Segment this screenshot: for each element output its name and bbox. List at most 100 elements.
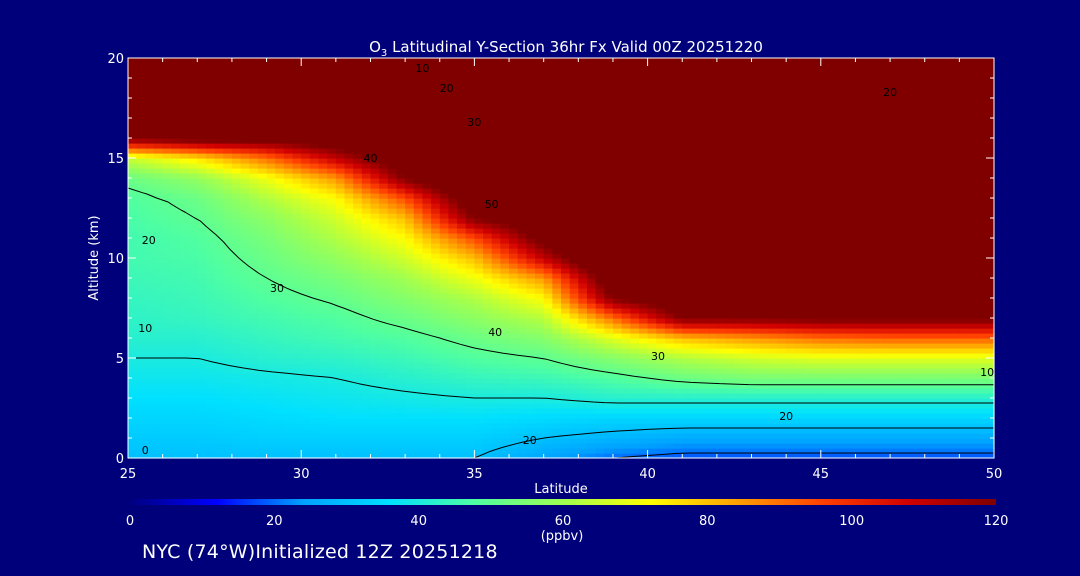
field-cell	[699, 303, 709, 309]
field-cell	[318, 438, 328, 444]
field-cell	[864, 423, 874, 429]
field-cell	[422, 313, 432, 319]
field-cell	[812, 253, 822, 259]
field-cell	[422, 308, 432, 314]
field-cell	[838, 298, 848, 304]
field-cell	[370, 258, 380, 264]
field-cell	[448, 418, 458, 424]
field-cell	[500, 443, 510, 449]
field-cell	[179, 318, 190, 324]
field-cell	[829, 258, 839, 264]
field-cell	[370, 278, 380, 284]
field-cell	[725, 363, 735, 369]
field-cell	[699, 433, 709, 439]
field-cell	[552, 428, 562, 434]
field-cell	[474, 233, 484, 239]
field-cell	[924, 323, 934, 329]
field-cell	[266, 388, 276, 394]
field-cell	[829, 268, 839, 274]
field-cell	[742, 383, 753, 389]
field-cell	[794, 368, 805, 374]
field-cell	[638, 333, 649, 339]
field-cell	[327, 368, 337, 374]
field-cell	[543, 333, 553, 339]
field-cell	[145, 218, 155, 224]
field-cell	[864, 408, 874, 414]
field-cell	[933, 343, 943, 349]
field-cell	[647, 418, 657, 424]
field-cell	[742, 418, 753, 424]
field-cell	[405, 408, 415, 414]
field-cell	[344, 268, 354, 274]
field-cell	[509, 388, 519, 394]
field-cell	[673, 438, 683, 444]
field-cell	[552, 368, 562, 374]
field-cell	[535, 273, 545, 279]
field-cell	[500, 403, 510, 409]
field-cell	[413, 233, 424, 239]
field-cell	[379, 328, 389, 334]
field-cell	[335, 358, 346, 364]
field-cell	[153, 263, 164, 269]
field-cell	[422, 443, 432, 449]
field-cell	[881, 223, 891, 229]
field-cell	[275, 433, 285, 439]
field-cell	[846, 368, 857, 374]
field-cell	[907, 303, 917, 309]
field-cell	[197, 223, 207, 229]
field-cell	[361, 408, 372, 414]
field-cell	[898, 408, 908, 414]
field-cell	[751, 333, 761, 339]
field-cell	[396, 368, 406, 374]
field-cell	[205, 408, 216, 414]
field-cell	[500, 343, 510, 349]
field-cell	[803, 428, 813, 434]
field-cell	[595, 248, 605, 254]
field-cell	[327, 353, 337, 359]
field-cell	[223, 403, 233, 409]
field-cell	[872, 368, 883, 374]
field-cell	[699, 338, 709, 344]
field-cell	[387, 358, 398, 364]
field-cell	[535, 268, 545, 274]
field-cell	[179, 328, 190, 334]
field-cell	[621, 443, 631, 449]
field-cell	[890, 453, 900, 459]
field-cell	[500, 333, 510, 339]
field-cell	[431, 238, 441, 244]
field-cell	[543, 423, 553, 429]
field-cell	[318, 308, 328, 314]
field-cell	[500, 413, 510, 419]
field-cell	[128, 243, 138, 249]
field-cell	[153, 428, 164, 434]
field-cell	[387, 303, 398, 309]
field-cell	[656, 278, 666, 284]
field-cell	[803, 263, 813, 269]
field-cell	[257, 338, 268, 344]
field-cell	[708, 423, 718, 429]
field-cell	[630, 413, 640, 419]
field-cell	[439, 208, 450, 214]
field-cell	[916, 388, 926, 394]
field-cell	[361, 253, 372, 259]
field-cell	[760, 438, 770, 444]
field-cell	[396, 303, 406, 309]
field-cell	[179, 213, 190, 219]
field-cell	[768, 428, 779, 434]
field-cell	[500, 393, 510, 399]
field-cell	[379, 348, 389, 354]
field-cell	[188, 398, 198, 404]
field-cell	[370, 358, 380, 364]
field-cell	[188, 268, 198, 274]
field-cell	[561, 408, 571, 414]
field-cell	[699, 263, 709, 269]
field-cell	[457, 273, 467, 279]
field-cell	[621, 208, 631, 214]
field-cell	[924, 248, 934, 254]
field-cell	[457, 453, 467, 459]
field-cell	[465, 388, 475, 394]
field-cell	[959, 428, 969, 434]
field-cell	[682, 273, 692, 279]
field-cell	[448, 378, 458, 384]
field-cell	[552, 378, 562, 384]
